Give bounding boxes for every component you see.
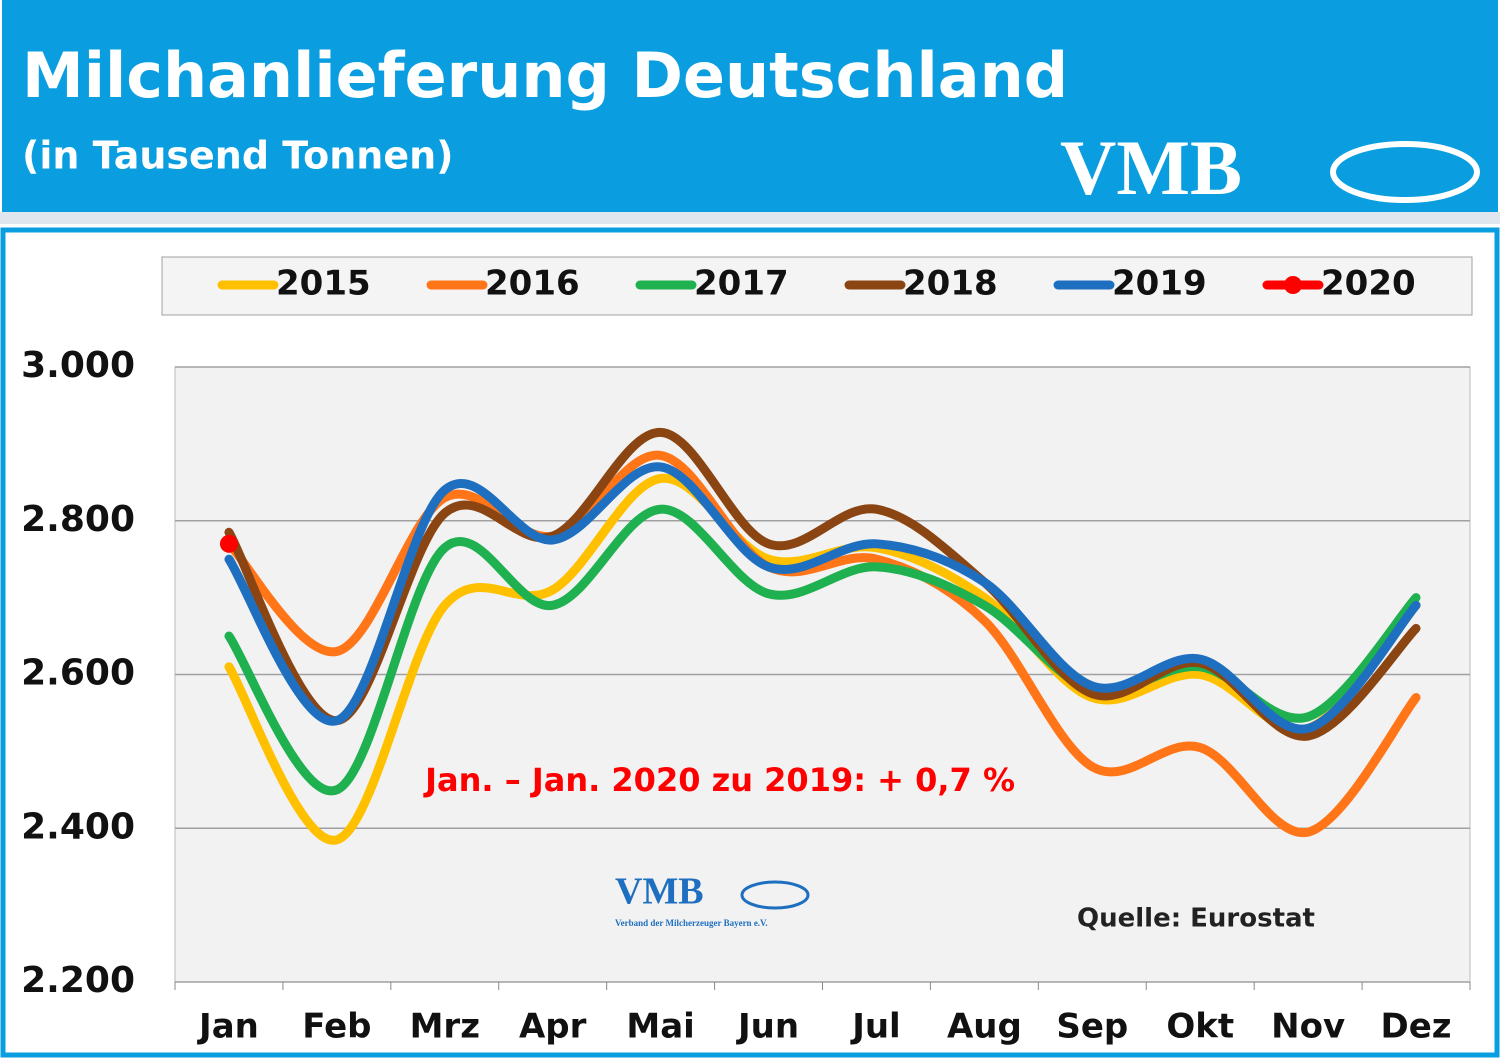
x-tick-label: Aug: [947, 1007, 1022, 1047]
logo-small: VMB: [615, 871, 704, 913]
legend-box: [161, 256, 1473, 316]
x-tick-label: Nov: [1271, 1007, 1345, 1047]
x-tick-label: Apr: [519, 1007, 587, 1047]
data-line: [224, 473, 1421, 845]
legend-label: 2016: [485, 264, 580, 304]
annotation: Jan. – Jan. 2020 zu 2019: + 0,7 %: [423, 761, 1015, 799]
y-tick-label: 2.600: [21, 653, 135, 694]
legend-label: 2019: [1112, 264, 1207, 304]
x-tick-label: Jul: [850, 1007, 901, 1047]
legend-label: 2017: [694, 264, 789, 304]
chart-title: Milchanlieferung Deutschland: [22, 39, 1068, 112]
y-tick-label: 2.400: [21, 806, 135, 847]
legend-label: 2015: [276, 264, 371, 304]
logo-small-icon: [740, 880, 810, 910]
header-band: [2, 0, 1498, 212]
x-tick-label: Mrz: [410, 1007, 480, 1047]
legend-marker: [1284, 276, 1302, 294]
x-tick-label: Mai: [626, 1007, 694, 1047]
legend-label: 2020: [1321, 264, 1416, 304]
x-tick-label: Jan: [197, 1007, 259, 1047]
x-tick-label: Feb: [302, 1007, 371, 1047]
logo-caption: Verband der Milcherzeuger Bayern e.V.: [615, 918, 768, 928]
y-tick-label: 2.800: [21, 499, 135, 540]
logo: VMB: [1060, 124, 1242, 211]
y-tick-label: 2.200: [21, 960, 135, 1001]
data-point: [219, 534, 238, 553]
x-tick-label: Jun: [736, 1007, 799, 1047]
separator: [0, 212, 1500, 224]
chart-subtitle: (in Tausend Tonnen): [22, 134, 454, 178]
data-line: [224, 462, 1421, 734]
legend-label: 2018: [903, 264, 998, 304]
logo-icon: [1330, 141, 1480, 203]
source: Quelle: Eurostat: [1077, 904, 1315, 934]
x-tick-label: Sep: [1056, 1007, 1128, 1047]
x-tick-label: Dez: [1381, 1007, 1452, 1047]
y-tick-label: 3.000: [21, 345, 135, 386]
x-tick-label: Okt: [1166, 1007, 1234, 1047]
